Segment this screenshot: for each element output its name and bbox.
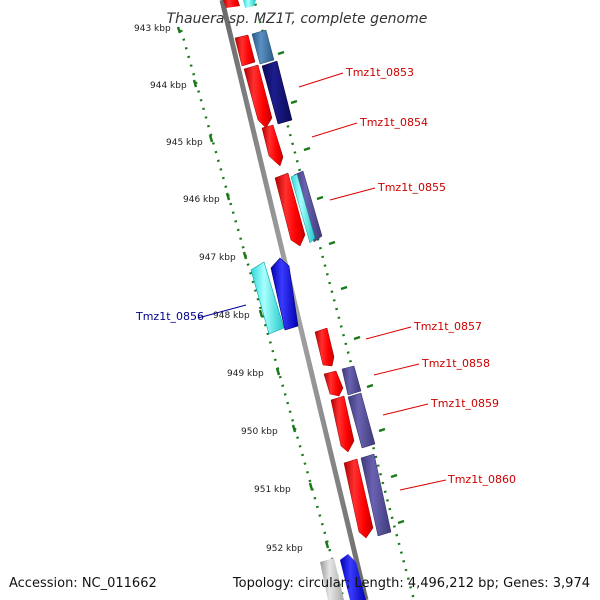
tick-labels: 943 kbp 944 kbp 945 kbp 946 kbp 947 kbp … [134, 24, 303, 554]
label-leader-lines [197, 72, 447, 491]
tick-mark [275, 367, 281, 376]
outer-ring-ticks [277, 50, 405, 525]
gene-feature-tmz1t-0856a[interactable] [250, 261, 285, 335]
inner-ring-ticks [176, 26, 330, 549]
tick-mark [340, 285, 348, 291]
tick-mark [258, 309, 264, 318]
gene-feature-tmz1t-0856b[interactable] [270, 257, 299, 331]
tick-mark [291, 424, 297, 433]
reverse-strand-features[interactable] [250, 257, 299, 335]
tick-label-949: 949 kbp [227, 369, 264, 379]
gene-feature-partial[interactable] [243, 0, 256, 8]
top-partial-features [223, 0, 256, 8]
tick-mark [353, 335, 361, 341]
gene-feature-purple-0858[interactable] [341, 365, 362, 396]
gene-label-tmz1t-0859[interactable]: Tmz1t_0859 [430, 397, 499, 410]
tick-mark [324, 540, 330, 549]
tick-mark [242, 251, 248, 260]
leader-line-0857 [365, 326, 412, 340]
leader-line-0854 [311, 122, 358, 138]
tick-mark [316, 195, 324, 201]
leader-line-0860 [399, 479, 447, 491]
tick-label-946: 946 kbp [183, 195, 220, 205]
gene-feature-purple-0859[interactable] [347, 392, 376, 449]
tick-label-948: 948 kbp [213, 311, 250, 321]
tick-mark [328, 240, 336, 246]
gene-label-tmz1t-0860[interactable]: Tmz1t_0860 [447, 473, 516, 486]
tick-label-945: 945 kbp [166, 138, 203, 148]
tick-mark [378, 427, 386, 433]
gene-feature-navy[interactable] [261, 60, 293, 125]
gene-feature-tmz1t-0857[interactable] [314, 327, 335, 367]
leader-line-0855 [329, 187, 376, 201]
gene-feature-tmz1t-0858[interactable] [323, 370, 344, 397]
tick-mark [303, 146, 311, 152]
gene-label-tmz1t-0855[interactable]: Tmz1t_0855 [377, 181, 446, 194]
tick-mark [176, 26, 182, 34]
tick-mark [397, 519, 405, 525]
gene-label-tmz1t-0853[interactable]: Tmz1t_0853 [345, 66, 414, 79]
leader-line-0859 [382, 403, 429, 416]
tick-mark [192, 79, 198, 88]
tick-mark [225, 192, 231, 201]
tick-mark [366, 383, 374, 389]
bottom-partial-features [320, 554, 366, 600]
gene-feature-partial[interactable] [340, 554, 366, 600]
gene-feature-tmz1t-0853b[interactable] [243, 64, 273, 129]
gene-feature-tmz1t-0853[interactable] [234, 34, 256, 67]
gene-labels[interactable]: Tmz1t_0853 Tmz1t_0854 Tmz1t_0855 Tmz1t_0… [135, 66, 516, 486]
gene-feature-steel[interactable] [251, 29, 275, 65]
gene-feature-purple-0860[interactable] [360, 453, 392, 537]
gene-feature-tmz1t-0855[interactable] [274, 172, 306, 247]
tick-mark [277, 50, 285, 56]
tick-label-951: 951 kbp [254, 485, 291, 495]
accession-text: Accession: NC_011662 [9, 576, 157, 591]
tick-label-943: 943 kbp [134, 24, 171, 34]
gene-label-tmz1t-0857[interactable]: Tmz1t_0857 [413, 320, 482, 333]
tick-mark [390, 473, 398, 479]
leader-line-0856 [197, 304, 247, 319]
gene-feature-tmz1t-0860[interactable] [343, 458, 374, 539]
gene-feature-tmz1t-0859[interactable] [330, 395, 355, 453]
gene-feature-partial[interactable] [223, 0, 240, 8]
tick-label-952: 952 kbp [266, 544, 303, 554]
tick-label-950: 950 kbp [241, 427, 278, 437]
tick-mark [208, 134, 214, 143]
tick-label-944: 944 kbp [150, 81, 187, 91]
forward-strand-other-genes[interactable] [251, 29, 392, 537]
tick-mark [308, 482, 314, 491]
gene-label-tmz1t-0854[interactable]: Tmz1t_0854 [359, 116, 428, 129]
map-title: Thauera sp. MZ1T, complete genome [167, 11, 428, 27]
gene-feature-tmz1t-0854[interactable] [261, 124, 284, 167]
leader-line-0853 [298, 72, 344, 88]
gene-feature-cyan-0855[interactable] [290, 173, 316, 244]
genome-summary-text: Topology: circular; Length: 4,496,212 bp… [232, 576, 590, 591]
leader-line-0858 [373, 363, 420, 376]
forward-strand-genes[interactable] [234, 34, 374, 539]
tick-label-947: 947 kbp [199, 253, 236, 263]
tick-mark [290, 99, 298, 105]
gene-feature-partial[interactable] [320, 558, 344, 600]
gene-label-tmz1t-0858[interactable]: Tmz1t_0858 [421, 357, 490, 370]
gene-label-tmz1t-0856[interactable]: Tmz1t_0856 [135, 310, 204, 323]
